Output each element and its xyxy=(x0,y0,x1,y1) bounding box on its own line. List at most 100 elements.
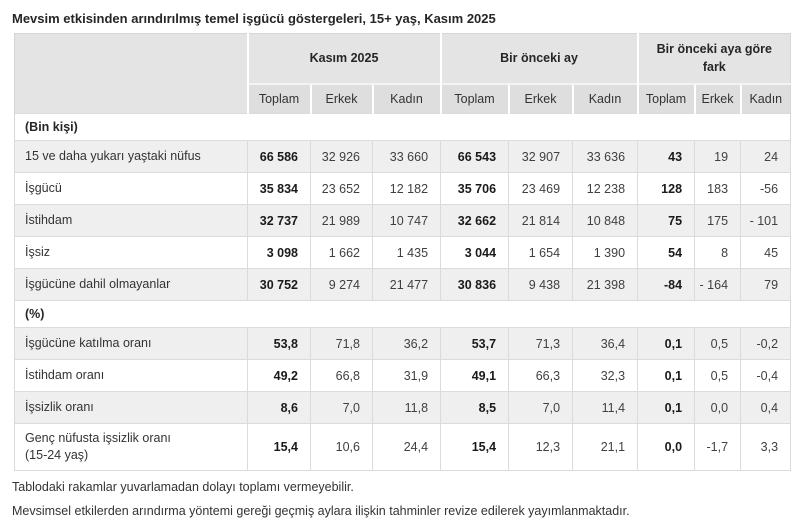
value-cell: - 164 xyxy=(694,268,742,301)
value-cell: 10,6 xyxy=(310,423,373,471)
labor-force-table: Kasım 2025 Bir önceki ay Bir önceki aya … xyxy=(13,33,792,471)
value-cell: 53,7 xyxy=(440,327,510,360)
value-cell: 54 xyxy=(637,236,696,269)
value-cell: 1 662 xyxy=(310,236,373,269)
value-cell: 45 xyxy=(740,236,792,269)
value-cell: 49,2 xyxy=(247,359,311,392)
value-cell: 32 662 xyxy=(440,204,510,237)
value-cell: 7,0 xyxy=(508,391,574,424)
section-header-cell: (Bin kişi) xyxy=(13,113,792,141)
value-cell: 19 xyxy=(694,140,742,173)
value-cell: 24,4 xyxy=(371,423,442,471)
subheader-toplam-1: Toplam xyxy=(246,82,311,114)
value-cell: 35 834 xyxy=(247,172,311,205)
value-cell: 66 586 xyxy=(247,140,311,173)
subheader-toplam-2: Toplam xyxy=(439,82,509,114)
subheader-erkek-3: Erkek xyxy=(693,82,741,114)
value-cell: 32 737 xyxy=(247,204,311,237)
column-group-previous-month: Bir önceki ay xyxy=(439,33,638,84)
table-header: Kasım 2025 Bir önceki ay Bir önceki aya … xyxy=(14,33,791,114)
value-cell: 21 477 xyxy=(371,268,442,301)
value-cell: 128 xyxy=(637,172,696,205)
value-cell: 1 435 xyxy=(371,236,442,269)
value-cell: 21 398 xyxy=(572,268,639,301)
value-cell: 66,3 xyxy=(508,359,574,392)
value-cell: 23 652 xyxy=(310,172,373,205)
value-cell: 32,3 xyxy=(572,359,639,392)
value-cell: 71,3 xyxy=(508,327,574,360)
row-label-cell: İstihdam xyxy=(14,204,248,237)
column-group-monthly-change: Bir önceki aya göre fark xyxy=(636,33,791,84)
value-cell: 49,1 xyxy=(440,359,510,392)
value-cell: 21 814 xyxy=(508,204,574,237)
value-cell: 12,3 xyxy=(508,423,574,471)
value-cell: 9 438 xyxy=(508,268,574,301)
value-cell: 66 543 xyxy=(440,140,510,173)
row-label-cell: İşsizlik oranı xyxy=(14,391,248,424)
subheader-toplam-3: Toplam xyxy=(636,82,695,114)
footnotes: Tablodaki rakamlar yuvarlamadan dolayı t… xyxy=(12,480,804,518)
footnote-rounding: Tablodaki rakamlar yuvarlamadan dolayı t… xyxy=(12,479,354,494)
subheader-kadin-2: Kadın xyxy=(571,82,638,114)
value-cell: -84 xyxy=(637,268,696,301)
value-cell: 8,5 xyxy=(440,391,510,424)
value-cell: 31,9 xyxy=(371,359,442,392)
value-cell: 21,1 xyxy=(572,423,639,471)
table-row: İstihdam 32 737 21 989 10 747 32 662 21 814 10… xyxy=(14,204,792,237)
value-cell: 11,4 xyxy=(572,391,639,424)
table-row: İşsizlik oranı 8,6 7,0 11,8 8,5 7,0 11,4 0,1 0,0… xyxy=(14,391,792,424)
value-cell: 9 274 xyxy=(310,268,373,301)
value-cell: 79 xyxy=(740,268,792,301)
row-label-cell: İstihdam oranı xyxy=(14,359,248,392)
footnote-revision: Mevsimsel etkilerden arındırma yöntemi g… xyxy=(12,503,630,518)
value-cell: 32 926 xyxy=(310,140,373,173)
value-cell: 10 747 xyxy=(371,204,442,237)
value-cell: -1,7 xyxy=(694,423,742,471)
value-cell: 0,1 xyxy=(637,391,696,424)
value-cell: 3 044 xyxy=(440,236,510,269)
value-cell: 75 xyxy=(637,204,696,237)
table-row: İşgücüne katılma oranı 53,8 71,8 36,2 53,7 71… xyxy=(14,327,792,360)
row-label-cell: İşgücüne dahil olmayanlar xyxy=(14,268,248,301)
value-cell: 32 907 xyxy=(508,140,574,173)
value-cell: -56 xyxy=(740,172,792,205)
table-row: İşgücü 35 834 23 652 12 182 35 706 23 469 12 2… xyxy=(14,172,792,205)
section-header-row: (Bin kişi) xyxy=(13,113,792,141)
value-cell: 8,6 xyxy=(247,391,311,424)
page-title: Mevsim etkisinden arındırılmış temel işg… xyxy=(12,11,496,26)
value-cell: 33 660 xyxy=(371,140,442,173)
corner-header-cell xyxy=(14,33,248,114)
table-body: (Bin kişi) 15 ve daha yukarı yaştaki nüfu… xyxy=(13,113,792,471)
value-cell: 71,8 xyxy=(310,327,373,360)
table-row: İşgücüne dahil olmayanlar 30 752 9 274 21 4… xyxy=(14,268,792,301)
value-cell: 43 xyxy=(637,140,696,173)
value-cell: 23 469 xyxy=(508,172,574,205)
value-cell: 0,1 xyxy=(637,327,696,360)
table-row: 15 ve daha yukarı yaştaki nüfus 66 586 32 … xyxy=(14,140,792,173)
row-label-cell: İşgücüne katılma oranı xyxy=(14,327,248,360)
value-cell: 183 xyxy=(694,172,742,205)
value-cell: 0,5 xyxy=(694,327,742,360)
value-cell: 3,3 xyxy=(740,423,792,471)
value-cell: 3 098 xyxy=(247,236,311,269)
row-label-cell: 15 ve daha yukarı yaştaki nüfus xyxy=(14,140,248,173)
value-cell: 10 848 xyxy=(572,204,639,237)
row-label-cell: Genç nüfusta işsizlik oranı (15-24 yaş) xyxy=(14,423,248,471)
value-cell: 1 654 xyxy=(508,236,574,269)
row-label-cell: İşsiz xyxy=(14,236,248,269)
value-cell: 7,0 xyxy=(310,391,373,424)
table-row: İşsiz 3 098 1 662 1 435 3 044 1 654 1 390 54 8 45 xyxy=(14,236,792,269)
value-cell: 0,0 xyxy=(694,391,742,424)
value-cell: 30 752 xyxy=(247,268,311,301)
subheader-kadin-3: Kadın xyxy=(739,82,791,114)
value-cell: 24 xyxy=(740,140,792,173)
subheader-erkek-1: Erkek xyxy=(309,82,373,114)
value-cell: - 101 xyxy=(740,204,792,237)
value-cell: 15,4 xyxy=(440,423,510,471)
value-cell: 30 836 xyxy=(440,268,510,301)
value-cell: 0,5 xyxy=(694,359,742,392)
value-cell: 8 xyxy=(694,236,742,269)
value-cell: 0,4 xyxy=(740,391,792,424)
value-cell: 66,8 xyxy=(310,359,373,392)
value-cell: 0,0 xyxy=(637,423,696,471)
